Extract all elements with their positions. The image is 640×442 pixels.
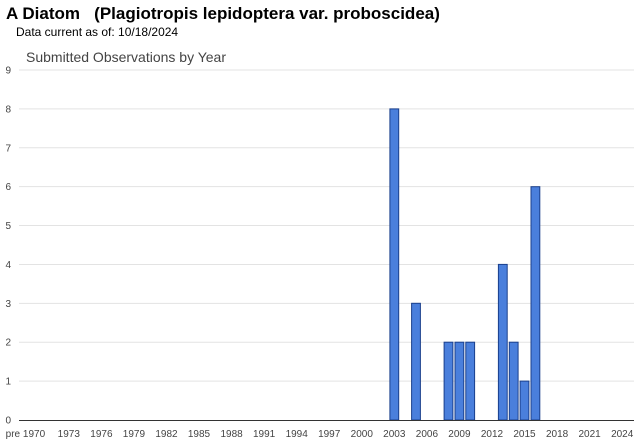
y-tick-label: 3 — [5, 299, 11, 310]
y-tick-label: 0 — [5, 416, 11, 427]
x-tick-label: 2024 — [611, 429, 634, 440]
bar-2013 — [497, 263, 508, 421]
x-tick-label: 1976 — [90, 429, 113, 440]
bar-2010 — [465, 341, 476, 421]
y-tick-label: 4 — [5, 260, 11, 271]
x-tick-label: 2012 — [481, 429, 504, 440]
y-tick-label: 1 — [5, 377, 11, 388]
y-tick-label: 6 — [5, 182, 11, 193]
bar-2009 — [454, 341, 465, 421]
y-tick-label: 2 — [5, 338, 11, 349]
x-tick-label: 1991 — [253, 429, 276, 440]
x-tick-label: 2015 — [513, 429, 536, 440]
bar-2016 — [530, 186, 541, 421]
y-axis-ticks: 0 1 2 3 4 5 6 7 8 9 — [5, 66, 11, 427]
y-tick-label: 7 — [5, 143, 11, 154]
bar-2003 — [389, 108, 400, 421]
bar-2015 — [519, 380, 530, 421]
data-current-date: Data current as of: 10/18/2024 — [16, 25, 178, 39]
x-tick-label: 2021 — [578, 429, 601, 440]
x-tick-label: 2018 — [546, 429, 569, 440]
data-current-value: 10/18/2024 — [118, 25, 179, 39]
page-title: A Diatom (Plagiotropis lepidoptera var. … — [6, 4, 440, 23]
x-tick-label: 1979 — [123, 429, 146, 440]
bar-2014 — [508, 341, 519, 421]
x-tick-label: 2006 — [416, 429, 439, 440]
x-tick-label: pre 1970 — [6, 429, 46, 440]
data-current-label: Data current as of: — [16, 25, 119, 39]
y-tick-label: 5 — [5, 221, 11, 232]
x-axis-ticks: pre 1970 1973 1976 1979 1982 1985 1988 1991 1994… — [6, 429, 634, 440]
x-tick-label: 1982 — [155, 429, 178, 440]
x-tick-label: 1994 — [286, 429, 309, 440]
gridlines — [19, 69, 634, 382]
x-tick-label: 1997 — [318, 429, 341, 440]
y-tick-label: 9 — [5, 66, 11, 77]
x-tick-label: 1973 — [58, 429, 81, 440]
chart-title: Submitted Observations by Year — [26, 49, 227, 65]
bar-2005 — [411, 302, 421, 421]
y-tick-label: 8 — [5, 104, 11, 115]
x-tick-label: 2000 — [351, 429, 374, 440]
x-tick-label: 2003 — [383, 429, 406, 440]
x-tick-label: 2009 — [448, 429, 471, 440]
x-tick-label: 1988 — [220, 429, 243, 440]
bars — [389, 108, 541, 421]
x-tick-label: 1985 — [188, 429, 211, 440]
bar-2008 — [443, 341, 454, 421]
